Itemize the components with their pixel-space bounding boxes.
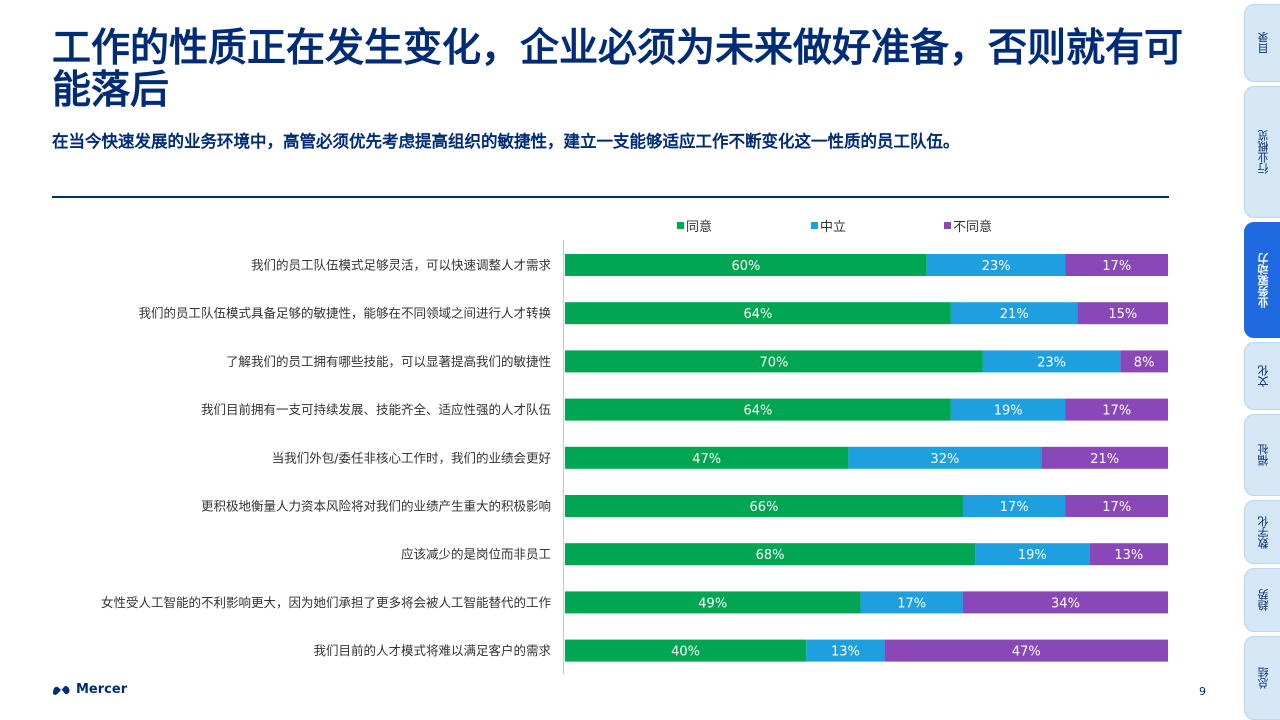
bar-segment-neutral — [860, 591, 963, 614]
page-title: 工作的性质正在发生变化，企业必须为未来做好准备，否则就有可能落后 — [52, 26, 1184, 113]
side-tab-label: 总结 — [1257, 667, 1270, 689]
data-label: 17% — [1102, 500, 1131, 515]
category-label: 我们的员工队伍模式足够灵活，可以快速调整人才需求 — [251, 258, 552, 273]
data-label: 19% — [994, 404, 1023, 419]
bar-segment-agree — [565, 254, 927, 276]
side-tab-label: 趋势 — [1257, 589, 1270, 611]
bar-segment-agree — [565, 543, 976, 566]
bar-segment-neutral — [962, 495, 1066, 517]
legend-swatch-disagree — [944, 222, 951, 229]
page-subtitle: 在当今快速发展的业务环境中，高管必须优先考虑提高组织的敏捷性，建立一支能够适应工… — [52, 132, 960, 151]
bar-segment-disagree — [1065, 398, 1168, 421]
bar-segment-agree — [565, 446, 849, 469]
bar-segment-disagree — [1077, 302, 1168, 325]
bar-segment-neutral — [975, 543, 1090, 566]
bar-segment-disagree — [1120, 350, 1168, 373]
data-label: 17% — [1102, 404, 1131, 419]
data-label: 21% — [1090, 452, 1119, 467]
side-tab-7[interactable]: 总结 — [1244, 636, 1280, 720]
bar-segment-agree — [565, 639, 807, 662]
legend-swatch-neutral — [811, 222, 818, 229]
mercer-logo: Mercer — [52, 682, 127, 697]
data-label: 34% — [1051, 596, 1080, 611]
data-label: 60% — [731, 259, 760, 274]
side-tab-5[interactable]: 数字化 — [1244, 500, 1280, 564]
category-label: 女性受人工智能的不利影响更大，因为她们承担了更多将会被人工智能替代的工作 — [101, 595, 552, 610]
side-tab-label: 业务驱动力 — [1257, 252, 1270, 308]
category-label: 我们目前拥有一支可持续发展、技能齐全、适应性强的人才队伍 — [201, 402, 551, 417]
chart-legend: 同意 中立 不同意 — [0, 216, 1280, 235]
data-label: 40% — [671, 645, 700, 660]
data-label: 13% — [1114, 548, 1143, 563]
category-label: 更积极地衡量人力资本风险将对我们的业绩产生重大的积极影响 — [201, 499, 551, 514]
data-label: 64% — [744, 307, 773, 322]
legend-item-neutral: 中立 — [811, 216, 846, 235]
data-label: 32% — [930, 452, 959, 467]
bar-segment-disagree — [962, 591, 1168, 614]
data-label: 23% — [982, 259, 1011, 274]
side-tab-label: 目录 — [1257, 32, 1270, 54]
data-label: 70% — [760, 355, 789, 370]
category-label: 我们的员工队伍模式具备足够的敏捷性，能够在不同领域之间进行人才转换 — [138, 306, 551, 321]
side-tab-6[interactable]: 趋势 — [1244, 568, 1280, 632]
side-tab-label: 数字化 — [1257, 515, 1270, 549]
data-label: 13% — [831, 645, 860, 660]
data-label: 15% — [1108, 307, 1137, 322]
stacked-bar-chart: 我们的员工队伍模式足够灵活，可以快速调整人才需求 60% 23% 17% 我们的员工队伍… — [101, 240, 1168, 674]
bar-segment-disagree — [1041, 446, 1168, 469]
bar-segment-agree — [565, 302, 951, 325]
legend-label-neutral: 中立 — [820, 220, 847, 235]
bar-segment-neutral — [950, 398, 1066, 421]
data-label: 47% — [692, 452, 721, 467]
bar-segment-neutral — [806, 639, 885, 662]
bar-segment-disagree — [1089, 543, 1168, 566]
data-label: 64% — [744, 404, 773, 419]
side-tab-label: 福祉 — [1257, 444, 1270, 466]
data-label: 23% — [1037, 355, 1066, 370]
bar-segment-neutral — [982, 350, 1121, 373]
side-tab-4[interactable]: 福祉 — [1244, 414, 1280, 496]
bar-segment-neutral — [950, 302, 1078, 325]
side-tab-0[interactable]: 目录 — [1244, 4, 1280, 82]
category-label: 了解我们的员工拥有哪些技能，可以显著提高我们的敏捷性 — [226, 354, 551, 369]
bar-segment-neutral — [926, 254, 1066, 276]
data-label: 17% — [897, 596, 926, 611]
side-tab-label: 文化 — [1257, 365, 1270, 387]
brand-name: Mercer — [76, 682, 128, 697]
data-label: 19% — [1018, 548, 1047, 563]
side-tab-3[interactable]: 文化 — [1244, 342, 1280, 410]
legend-item-agree: 同意 — [677, 216, 712, 235]
side-tab-2[interactable]: 业务驱动力 — [1244, 222, 1280, 338]
category-label: 应该减少的是岗位而非员工 — [401, 547, 551, 562]
side-tab-label: 行业概览 — [1257, 130, 1270, 174]
divider — [52, 196, 1169, 198]
bar-segment-agree — [565, 591, 861, 614]
legend-item-disagree: 不同意 — [944, 216, 992, 235]
data-label: 17% — [1000, 500, 1029, 515]
side-tab-1[interactable]: 行业概览 — [1244, 86, 1280, 218]
bar-segment-agree — [565, 350, 983, 373]
data-label: 47% — [1012, 645, 1041, 660]
category-label: 我们目前的人才模式将难以满足客户的需求 — [313, 643, 551, 658]
bar-segment-agree — [565, 398, 951, 421]
side-navigation: 目录行业概览业务驱动力文化福祉数字化趋势总结 — [1244, 0, 1280, 720]
legend-swatch-agree — [677, 222, 684, 229]
bar-segment-disagree — [884, 639, 1168, 662]
mercer-logo-icon — [53, 685, 70, 695]
page-number: 9 — [1199, 685, 1206, 698]
bar-segment-disagree — [1065, 254, 1168, 276]
data-label: 68% — [756, 548, 785, 563]
data-label: 21% — [1000, 307, 1029, 322]
bar-segment-neutral — [848, 446, 1042, 469]
bar-segment-agree — [565, 495, 963, 517]
category-label: 当我们外包/委任非核心工作时，我们的业绩会更好 — [272, 450, 551, 465]
data-label: 66% — [750, 500, 779, 515]
legend-label-disagree: 不同意 — [953, 220, 993, 235]
data-label: 17% — [1102, 259, 1131, 274]
data-label: 49% — [698, 596, 727, 611]
data-label: 8% — [1134, 355, 1155, 370]
bar-segment-disagree — [1065, 495, 1168, 517]
legend-label-agree: 同意 — [686, 220, 713, 235]
